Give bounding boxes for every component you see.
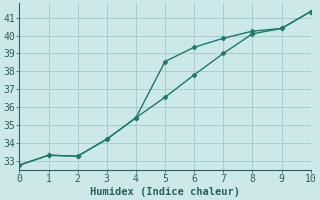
X-axis label: Humidex (Indice chaleur): Humidex (Indice chaleur) (90, 186, 240, 197)
